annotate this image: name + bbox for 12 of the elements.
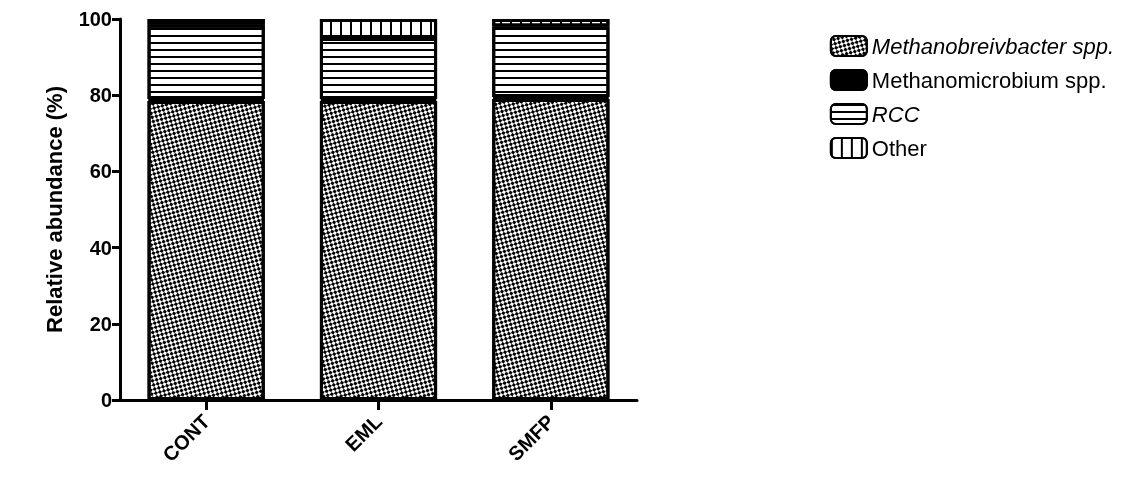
y-tick-label: 0: [100, 389, 112, 411]
y-tick-label: 100: [78, 8, 112, 30]
legend-label: Methanomicrobium spp.: [871, 67, 1107, 93]
y-tick-label: 60: [89, 160, 112, 183]
y-axis-title: Relative abundance (%): [41, 86, 67, 333]
y-tick-label: 20: [89, 312, 112, 335]
legend-label: Other: [871, 135, 927, 161]
legend-label: RCC: [871, 101, 920, 127]
y-tick-label: 80: [89, 84, 112, 107]
legend-label: Methanobreivbacter spp.: [871, 33, 1114, 59]
y-tick-label: 40: [89, 236, 112, 259]
x-tick-label: EML: [340, 410, 387, 456]
